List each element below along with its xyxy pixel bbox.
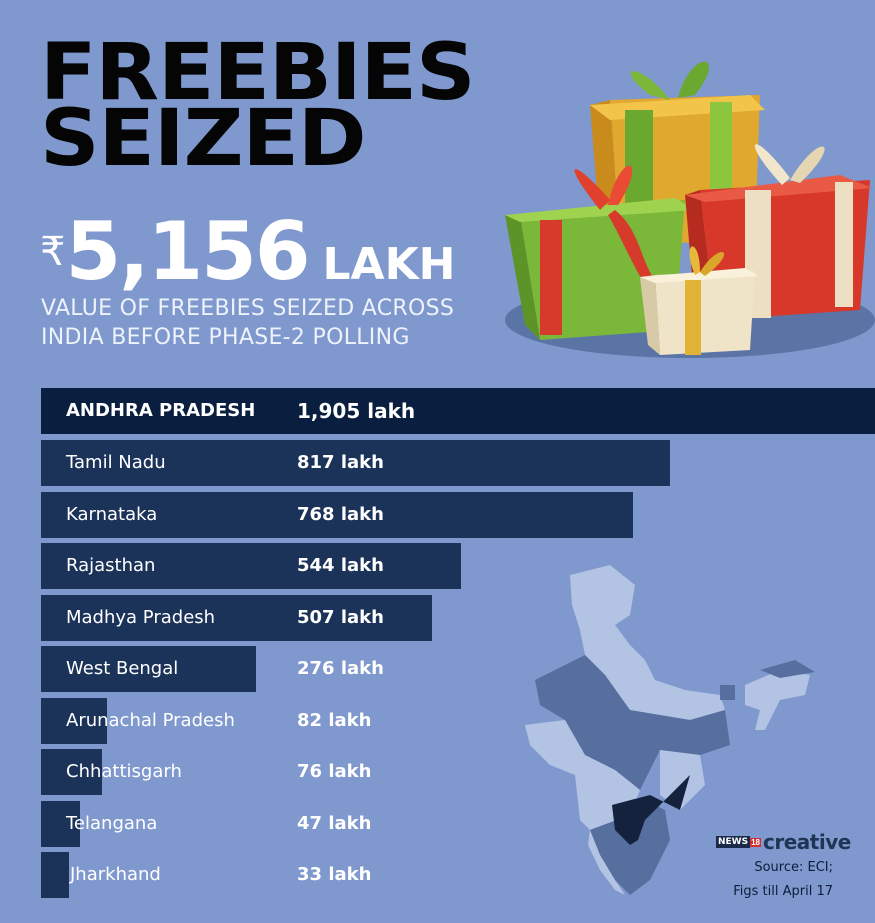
bar-label-rajasthan: Rajasthan xyxy=(66,555,156,576)
bar-value-karnataka: 768 lakh xyxy=(297,504,384,525)
india-map-icon xyxy=(525,565,815,895)
bar-chhattisgarh xyxy=(41,749,102,795)
bar-label-tamil-nadu: Tamil Nadu xyxy=(66,452,166,473)
bar-label-chhattisgarh: Chhattisgarh xyxy=(66,761,182,782)
bar-value-west-bengal: 276 lakh xyxy=(297,658,384,679)
subtitle-line-1: VALUE OF FREEBIES SEIZED ACROSS xyxy=(41,296,455,321)
total-unit: LAKH xyxy=(322,239,456,290)
bar-value-tamil-nadu: 817 lakh xyxy=(297,452,384,473)
subtitle: VALUE OF FREEBIES SEIZED ACROSS INDIA BE… xyxy=(41,294,454,352)
source-text: Source: ECI; xyxy=(754,860,833,875)
subtitle-line-2: INDIA BEFORE PHASE-2 POLLING xyxy=(41,325,410,350)
source-note: Source: ECI; Figs till April 17 xyxy=(733,856,833,904)
bar-label-karnataka: Karnataka xyxy=(66,504,158,525)
bar-karnataka xyxy=(41,492,633,538)
bar-label-madhya-pradesh: Madhya Pradesh xyxy=(66,607,216,628)
total-number: 5,156 xyxy=(65,205,310,298)
brand-18: 18 xyxy=(750,837,761,847)
bar-west-bengal xyxy=(41,646,256,692)
bar-jharkhand xyxy=(41,852,69,898)
bar-tamil-nadu xyxy=(41,440,670,486)
page-title: FREEBIES SEIZED xyxy=(40,34,475,178)
gift-boxes-icon xyxy=(505,61,875,358)
brand-creative: creative xyxy=(763,830,851,854)
bar-label-west-bengal: West Bengal xyxy=(66,658,179,679)
bar-rajasthan xyxy=(41,543,461,589)
bar-value-arunachal-pradesh: 82 lakh xyxy=(297,710,372,731)
bar-madhya-pradesh xyxy=(41,595,432,641)
bar-label-telangana: Telangana xyxy=(66,813,158,834)
bar-telangana xyxy=(41,801,80,847)
bar-value-madhya-pradesh: 507 lakh xyxy=(297,607,384,628)
bar-andhra-pradesh xyxy=(41,388,875,434)
bar-label-andhra-pradesh: ANDHRA PRADESH xyxy=(66,400,256,421)
bar-value-telangana: 47 lakh xyxy=(297,813,372,834)
brand-news: NEWS xyxy=(716,836,751,848)
news18-creative-logo: NEWS 18 creative xyxy=(716,830,851,854)
bar-label-jharkhand: Jharkhand xyxy=(70,864,161,885)
date-note: Figs till April 17 xyxy=(733,884,833,899)
title-line-1: FREEBIES xyxy=(40,28,475,118)
rupee-symbol: ₹ xyxy=(40,229,66,275)
bar-value-jharkhand: 33 lakh xyxy=(297,864,372,885)
title-line-2: SEIZED xyxy=(40,94,367,184)
bar-arunachal-pradesh xyxy=(41,698,107,744)
bar-value-chhattisgarh: 76 lakh xyxy=(297,761,372,782)
total-value: ₹5,156 LAKH xyxy=(40,205,456,298)
bar-label-arunachal-pradesh: Arunachal Pradesh xyxy=(66,710,235,731)
bar-value-rajasthan: 544 lakh xyxy=(297,555,384,576)
bar-value-andhra-pradesh: 1,905 lakh xyxy=(297,399,416,423)
